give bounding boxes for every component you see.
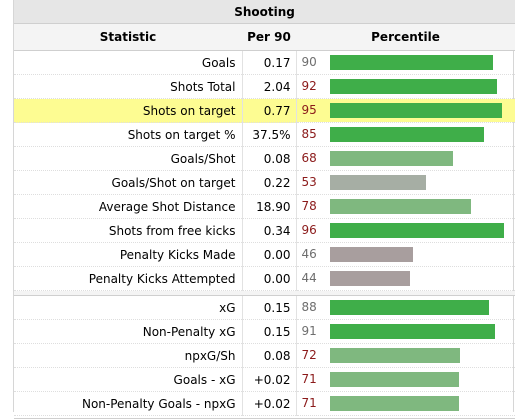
percentile-bar — [329, 127, 484, 142]
percentile-cell: 68 — [296, 146, 516, 171]
per90-value: 0.17 — [242, 50, 297, 75]
stat-name: Shots on target % — [14, 122, 243, 147]
percentile-value: 78 — [301, 199, 317, 213]
percentile-value: 88 — [301, 300, 317, 314]
percentile-bar — [329, 55, 493, 70]
percentile-cell: 46 — [296, 242, 516, 267]
percentile-value: 96 — [301, 223, 317, 237]
per90-value: 0.08 — [242, 343, 297, 368]
per90-value: 0.08 — [242, 146, 297, 171]
per90-value: 0.00 — [242, 266, 297, 291]
table-row: xG 0.15 88 — [14, 295, 516, 320]
header-statistic[interactable]: Statistic — [14, 23, 242, 51]
table-row: Non-Penalty xG 0.15 91 — [14, 319, 516, 344]
percentile-value: 46 — [301, 247, 317, 261]
percentile-value: 71 — [301, 372, 317, 386]
stat-name: Goals/Shot on target — [14, 170, 243, 195]
per90-value: 2.04 — [242, 74, 297, 99]
table-row: Shots Total 2.04 92 — [14, 74, 516, 99]
header-percentile[interactable]: Percentile — [296, 23, 516, 51]
stat-name: Shots Total — [14, 74, 243, 99]
percentile-bar — [329, 103, 502, 118]
stat-name: Goals/Shot — [14, 146, 243, 171]
per90-value: 0.22 — [242, 170, 297, 195]
header-per90[interactable]: Per 90 — [242, 23, 296, 51]
header-row: Statistic Per 90 Percentile — [14, 23, 516, 51]
percentile-value: 95 — [301, 103, 317, 117]
table-row: Penalty Kicks Made 0.00 46 — [14, 242, 516, 267]
percentile-bar — [329, 223, 504, 238]
stat-name: Shots from free kicks — [14, 218, 243, 243]
percentile-cell: 85 — [296, 122, 516, 147]
percentile-cell: 78 — [296, 194, 516, 219]
table-row: Goals - xG +0.02 71 — [14, 367, 516, 392]
per90-value: 0.15 — [242, 295, 297, 320]
per90-value: 0.00 — [242, 242, 297, 267]
percentile-bar — [329, 324, 495, 339]
stat-name: Goals — [14, 50, 243, 75]
stat-name: Average Shot Distance — [14, 194, 243, 219]
stat-name: Non-Penalty xG — [14, 319, 243, 344]
percentile-bar — [329, 300, 489, 315]
percentile-cell: 72 — [296, 343, 516, 368]
percentile-value: 90 — [301, 55, 317, 69]
stat-name: Penalty Kicks Attempted — [14, 266, 243, 291]
table-row: Shots on target % 37.5% 85 — [14, 122, 516, 147]
table-row: Average Shot Distance 18.90 78 — [14, 194, 516, 219]
percentile-value: 44 — [301, 271, 317, 285]
table-row: Shots on target 0.77 95 — [14, 98, 516, 123]
shooting-table: Shooting Statistic Per 90 Percentile Goa… — [14, 0, 516, 419]
per90-value: +0.02 — [242, 367, 297, 392]
percentile-value: 91 — [301, 324, 317, 338]
table-row: Shots from free kicks 0.34 96 — [14, 218, 516, 243]
percentile-value: 68 — [301, 151, 317, 165]
table-row: Goals/Shot on target 0.22 53 — [14, 170, 516, 195]
table-footer-gap — [14, 415, 516, 419]
percentile-bar — [329, 247, 413, 262]
percentile-cell: 90 — [296, 50, 516, 75]
percentile-value: 92 — [301, 79, 317, 93]
percentile-value: 71 — [301, 396, 317, 410]
table-row: npxG/Sh 0.08 72 — [14, 343, 516, 368]
percentile-bar — [329, 79, 497, 94]
stat-name: Goals - xG — [14, 367, 243, 392]
percentile-bar — [329, 396, 459, 411]
per90-value: 37.5% — [242, 122, 297, 147]
percentile-cell: 44 — [296, 266, 516, 291]
per90-value: 18.90 — [242, 194, 297, 219]
percentile-cell: 92 — [296, 74, 516, 99]
percentile-bar — [329, 372, 459, 387]
percentile-bar — [329, 151, 453, 166]
stat-name: npxG/Sh — [14, 343, 243, 368]
group-separator — [14, 290, 516, 296]
stat-name: Penalty Kicks Made — [14, 242, 243, 267]
stat-name: Shots on target — [14, 98, 243, 123]
percentile-cell: 96 — [296, 218, 516, 243]
percentile-value: 85 — [301, 127, 317, 141]
percentile-value: 72 — [301, 348, 317, 362]
percentile-bar — [329, 199, 471, 214]
percentile-cell: 88 — [296, 295, 516, 320]
per90-value: 0.15 — [242, 319, 297, 344]
table-body: Goals 0.17 90 Shots Total 2.04 92 Shots on tar… — [14, 50, 516, 419]
percentile-cell: 95 — [296, 98, 516, 123]
stat-name: xG — [14, 295, 243, 320]
percentile-value: 53 — [301, 175, 317, 189]
per90-value: 0.34 — [242, 218, 297, 243]
percentile-bar — [329, 271, 410, 286]
percentile-bar — [329, 348, 460, 363]
shooting-table-container: Shooting Statistic Per 90 Percentile Goa… — [13, 0, 516, 419]
percentile-cell: 71 — [296, 367, 516, 392]
table-title: Shooting — [14, 0, 516, 24]
table-row: Penalty Kicks Attempted 0.00 44 — [14, 266, 516, 291]
percentile-cell: 53 — [296, 170, 516, 195]
percentile-bar — [329, 175, 426, 190]
table-row: Goals 0.17 90 — [14, 50, 516, 75]
percentile-cell: 91 — [296, 319, 516, 344]
table-row: Goals/Shot 0.08 68 — [14, 146, 516, 171]
per90-value: 0.77 — [242, 98, 297, 123]
